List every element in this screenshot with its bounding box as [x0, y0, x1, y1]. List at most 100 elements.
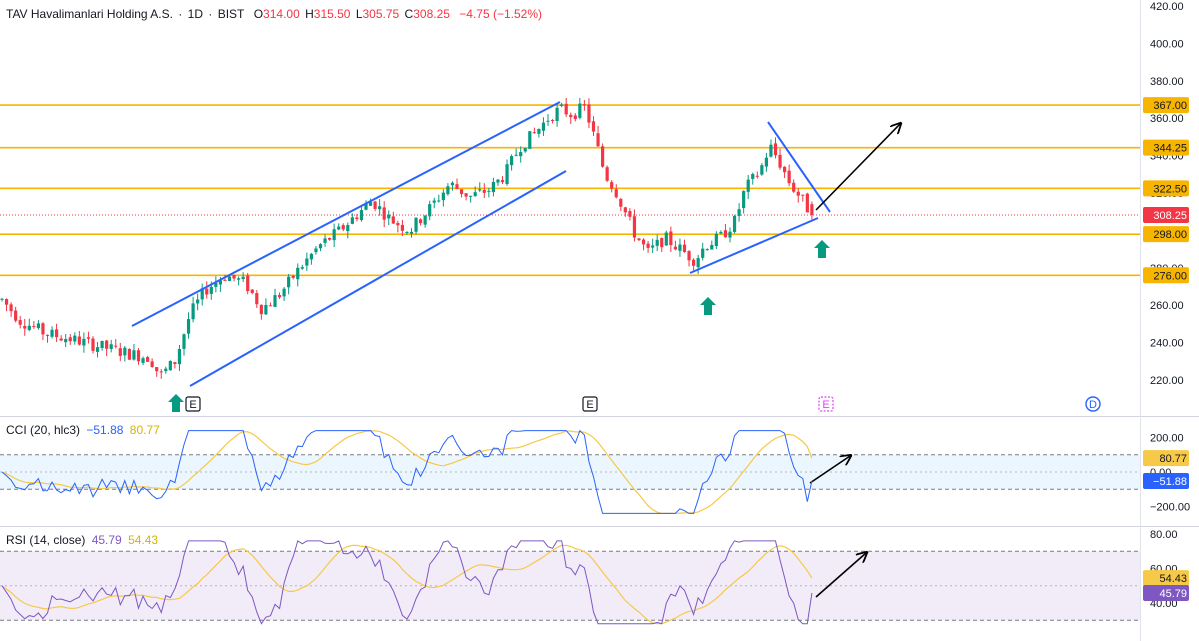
candle-body[interactable]: [737, 209, 741, 217]
candle-body[interactable]: [95, 347, 100, 352]
candle-body[interactable]: [610, 182, 614, 189]
candle-body[interactable]: [605, 167, 609, 181]
candle-body[interactable]: [177, 349, 182, 365]
candle-body[interactable]: [14, 310, 18, 321]
candle-body[interactable]: [519, 152, 523, 157]
candle-body[interactable]: [100, 340, 104, 348]
candle-body[interactable]: [328, 237, 332, 240]
candle-body[interactable]: [391, 216, 395, 224]
candle-body[interactable]: [368, 202, 373, 206]
candle-body[interactable]: [473, 192, 477, 197]
candle-body[interactable]: [64, 339, 68, 343]
candle-body[interactable]: [523, 148, 527, 152]
candle-body[interactable]: [173, 362, 177, 364]
candle-body[interactable]: [591, 121, 596, 132]
candle-body[interactable]: [209, 286, 213, 294]
candle-body[interactable]: [555, 107, 559, 121]
candle-body[interactable]: [18, 320, 22, 325]
candle-body[interactable]: [505, 164, 509, 185]
candle-body[interactable]: [305, 258, 309, 266]
candle-body[interactable]: [68, 337, 72, 342]
candle-body[interactable]: [36, 323, 40, 328]
candle-body[interactable]: [291, 275, 295, 278]
candle-body[interactable]: [478, 189, 482, 191]
candle-body[interactable]: [259, 304, 263, 315]
candle-body[interactable]: [277, 295, 282, 298]
rsi-legend[interactable]: RSI (14, close) 45.79 54.43: [6, 533, 158, 547]
level-price-badge[interactable]: 298.00: [1143, 226, 1189, 243]
candle-body[interactable]: [227, 276, 232, 281]
candle-body[interactable]: [801, 194, 805, 196]
candle-body[interactable]: [314, 248, 318, 253]
trendline[interactable]: [189, 170, 567, 387]
candle-body[interactable]: [405, 232, 409, 234]
price-pane[interactable]: [0, 0, 1140, 415]
candle-body[interactable]: [450, 182, 455, 186]
candle-body[interactable]: [409, 231, 414, 234]
candle-body[interactable]: [241, 276, 245, 280]
rsi-value-badge[interactable]: 45.79: [1143, 585, 1189, 602]
candle-body[interactable]: [655, 239, 659, 246]
candle-body[interactable]: [155, 367, 159, 372]
candle-body[interactable]: [309, 253, 313, 260]
candle-body[interactable]: [587, 104, 591, 123]
candle-body[interactable]: [560, 104, 564, 106]
candle-body[interactable]: [550, 120, 555, 122]
candle-body[interactable]: [573, 115, 577, 120]
candle-body[interactable]: [514, 154, 518, 156]
candle-body[interactable]: [805, 193, 809, 213]
candle-body[interactable]: [9, 304, 13, 312]
candle-body[interactable]: [619, 198, 623, 207]
candle-body[interactable]: [732, 216, 737, 232]
candle-body[interactable]: [537, 129, 541, 134]
candle-body[interactable]: [423, 215, 427, 225]
candle-body[interactable]: [300, 267, 304, 269]
candle-body[interactable]: [528, 131, 532, 149]
candle-body[interactable]: [268, 305, 273, 307]
candle-body[interactable]: [437, 200, 441, 202]
earnings-event-icon[interactable]: E: [185, 396, 201, 412]
candle-body[interactable]: [714, 233, 718, 246]
candle-body[interactable]: [59, 338, 63, 341]
candle-body[interactable]: [32, 326, 36, 328]
cci-value-badge[interactable]: −51.88: [1143, 472, 1189, 489]
candle-body[interactable]: [246, 275, 250, 292]
candle-body[interactable]: [728, 231, 732, 238]
candle-body[interactable]: [346, 225, 350, 232]
candle-body[interactable]: [186, 319, 191, 334]
trend-arrow[interactable]: [809, 456, 850, 484]
candle-body[interactable]: [123, 347, 127, 356]
candle-body[interactable]: [660, 238, 664, 248]
candle-body[interactable]: [664, 232, 668, 246]
up-arrow-marker-icon[interactable]: [814, 240, 830, 258]
candle-body[interactable]: [337, 226, 341, 230]
candle-body[interactable]: [637, 238, 641, 241]
level-price-badge[interactable]: 367.00: [1143, 97, 1189, 114]
level-price-badge[interactable]: 344.25: [1143, 139, 1189, 156]
candle-body[interactable]: [510, 156, 514, 166]
trendline[interactable]: [131, 101, 561, 327]
trendline[interactable]: [689, 217, 819, 274]
candle-body[interactable]: [250, 289, 254, 294]
candle-body[interactable]: [792, 182, 796, 192]
candle-body[interactable]: [218, 280, 222, 285]
candle-body[interactable]: [264, 305, 268, 315]
candle-body[interactable]: [255, 293, 259, 305]
candle-body[interactable]: [623, 207, 627, 213]
candle-body[interactable]: [500, 180, 505, 183]
candle-body[interactable]: [164, 368, 168, 372]
candle-body[interactable]: [168, 360, 172, 371]
candle-body[interactable]: [400, 224, 404, 231]
candle-body[interactable]: [614, 189, 618, 198]
candle-body[interactable]: [200, 288, 204, 300]
candle-body[interactable]: [127, 348, 131, 360]
candle-body[interactable]: [459, 189, 464, 195]
candle-body[interactable]: [359, 210, 364, 221]
candle-body[interactable]: [796, 191, 800, 196]
candle-body[interactable]: [751, 173, 755, 179]
candle-body[interactable]: [673, 246, 677, 250]
candle-body[interactable]: [136, 350, 141, 362]
candle-body[interactable]: [532, 132, 536, 134]
candle-body[interactable]: [296, 267, 300, 280]
candle-body[interactable]: [355, 217, 359, 220]
